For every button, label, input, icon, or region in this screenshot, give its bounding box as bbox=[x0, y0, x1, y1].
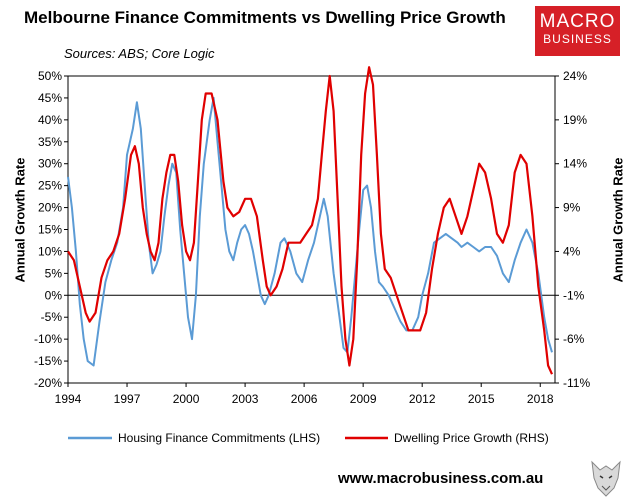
y-left-tick-label: 45% bbox=[38, 91, 62, 105]
y-left-tick-label: 20% bbox=[38, 201, 62, 215]
y-right-tick-label: -1% bbox=[563, 288, 585, 302]
y-right-tick-label: 4% bbox=[563, 244, 581, 258]
x-tick-label: 2006 bbox=[291, 392, 318, 406]
y-left-tick-label: -20% bbox=[34, 376, 62, 390]
y-right-tick-label: 19% bbox=[563, 113, 587, 127]
y-left-tick-label: 15% bbox=[38, 223, 62, 237]
x-tick-label: 2009 bbox=[350, 392, 377, 406]
series-line-finance-commitments bbox=[67, 96, 553, 367]
x-tick-label: 2012 bbox=[409, 392, 436, 406]
x-tick-label: 1994 bbox=[55, 392, 82, 406]
y-right-tick-label: -11% bbox=[563, 376, 590, 390]
chart-title: Melbourne Finance Commitments vs Dwellin… bbox=[24, 8, 506, 27]
brand-logo: MACRO BUSINESS bbox=[535, 6, 620, 56]
x-tick-label: 2003 bbox=[232, 392, 259, 406]
x-tick-label: 2015 bbox=[468, 392, 495, 406]
website-url: www.macrobusiness.com.au bbox=[338, 470, 544, 487]
series-line-dwelling-price bbox=[67, 66, 554, 375]
x-tick-label: 2000 bbox=[173, 392, 200, 406]
y-left-tick-label: -15% bbox=[34, 354, 62, 368]
y-right-tick-label: -6% bbox=[563, 332, 585, 346]
y-left-tick-label: 40% bbox=[38, 113, 62, 127]
y-right-tick-label: 24% bbox=[563, 69, 587, 83]
y-left-tick-label: 30% bbox=[38, 157, 62, 171]
wolf-mascot-icon bbox=[591, 460, 621, 497]
chart-subtitle: Sources: ABS; Core Logic bbox=[64, 46, 215, 61]
y-left-tick-label: 50% bbox=[38, 69, 62, 83]
x-tick-label: 1997 bbox=[114, 392, 141, 406]
plot-frame bbox=[67, 75, 556, 384]
y-left-tick-label: 10% bbox=[38, 244, 62, 258]
y-left-tick-label: 0% bbox=[45, 288, 63, 302]
y-left-tick-label: 5% bbox=[45, 266, 63, 280]
y-left-tick-label: -5% bbox=[41, 310, 63, 324]
y-left-tick-label: -10% bbox=[34, 332, 62, 346]
legend-dwelling-price-label: Dwelling Price Growth (RHS) bbox=[394, 431, 549, 445]
logo-line-1: MACRO bbox=[539, 11, 616, 32]
logo-line-2: BUSINESS bbox=[543, 32, 612, 46]
y-right-tick-label: 9% bbox=[563, 201, 581, 215]
legend-finance-commitments-label: Housing Finance Commitments (LHS) bbox=[118, 431, 320, 445]
y-left-tick-label: 25% bbox=[38, 179, 62, 193]
y-left-tick-label: 35% bbox=[38, 135, 62, 149]
y-right-tick-label: 14% bbox=[563, 157, 587, 171]
x-tick-label: 2018 bbox=[527, 392, 554, 406]
